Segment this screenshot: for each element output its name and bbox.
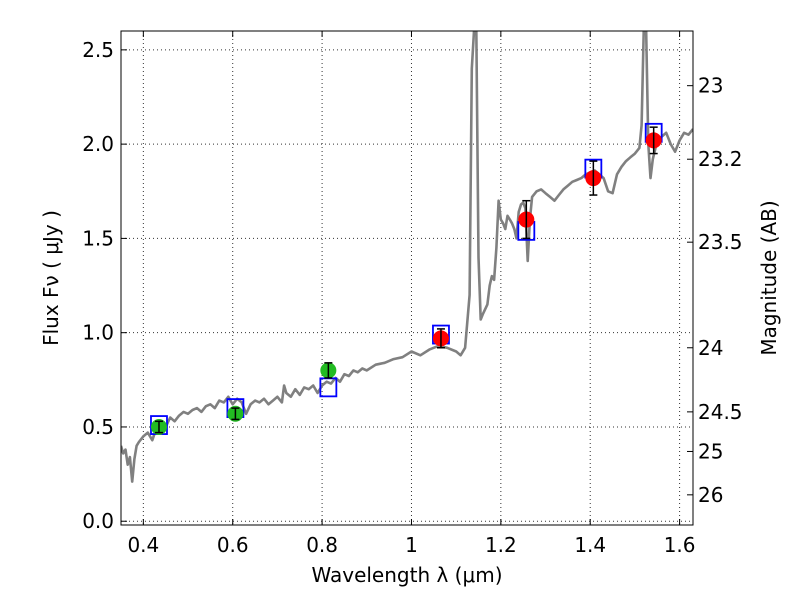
y2-tick-label: 25: [698, 439, 723, 463]
y2-tick-label: 24.5: [698, 400, 743, 424]
plot-frame: [120, 30, 694, 526]
y-axis-label: Flux Fν ( μJy ): [39, 210, 63, 346]
y-tick-label: 2.5: [82, 38, 114, 62]
y-tick-label: 2.0: [82, 132, 114, 156]
x-tick-label: 1.2: [485, 533, 517, 557]
x-tick-label: 1.4: [574, 533, 606, 557]
data-layer: [121, 31, 693, 483]
y2-tick-label: 26: [698, 483, 723, 507]
plot-background: [121, 31, 693, 525]
y2-tick-label: 23.2: [698, 147, 743, 171]
y2-tick-label: 23: [698, 74, 723, 98]
x-tick-label: 1.6: [664, 533, 696, 557]
x-tick-label: 0.8: [306, 533, 338, 557]
grid: [121, 31, 693, 525]
x-tick-label: 0.4: [127, 533, 159, 557]
y2-tick-label: 24: [698, 336, 723, 360]
y-tick-label: 0.5: [82, 415, 114, 439]
ticks: 0.4 0.6 0.8 1 1.2 1.4 1.6 0.0 0.5 1.0 1.5 2.0 2.5 23 2…: [82, 31, 743, 557]
y-tick-label: 1.5: [82, 226, 114, 250]
x-tick-label: 1: [405, 533, 418, 557]
y2-axis-label: Magnitude (AB): [757, 200, 781, 355]
x-axis-label: Wavelength λ (μm): [311, 563, 502, 587]
y2-tick-label: 23.5: [698, 230, 743, 254]
y-tick-label: 0.0: [82, 509, 114, 533]
y-tick-label: 1.0: [82, 321, 114, 345]
x-tick-label: 0.6: [217, 533, 249, 557]
spectrum-line: [121, 31, 693, 483]
